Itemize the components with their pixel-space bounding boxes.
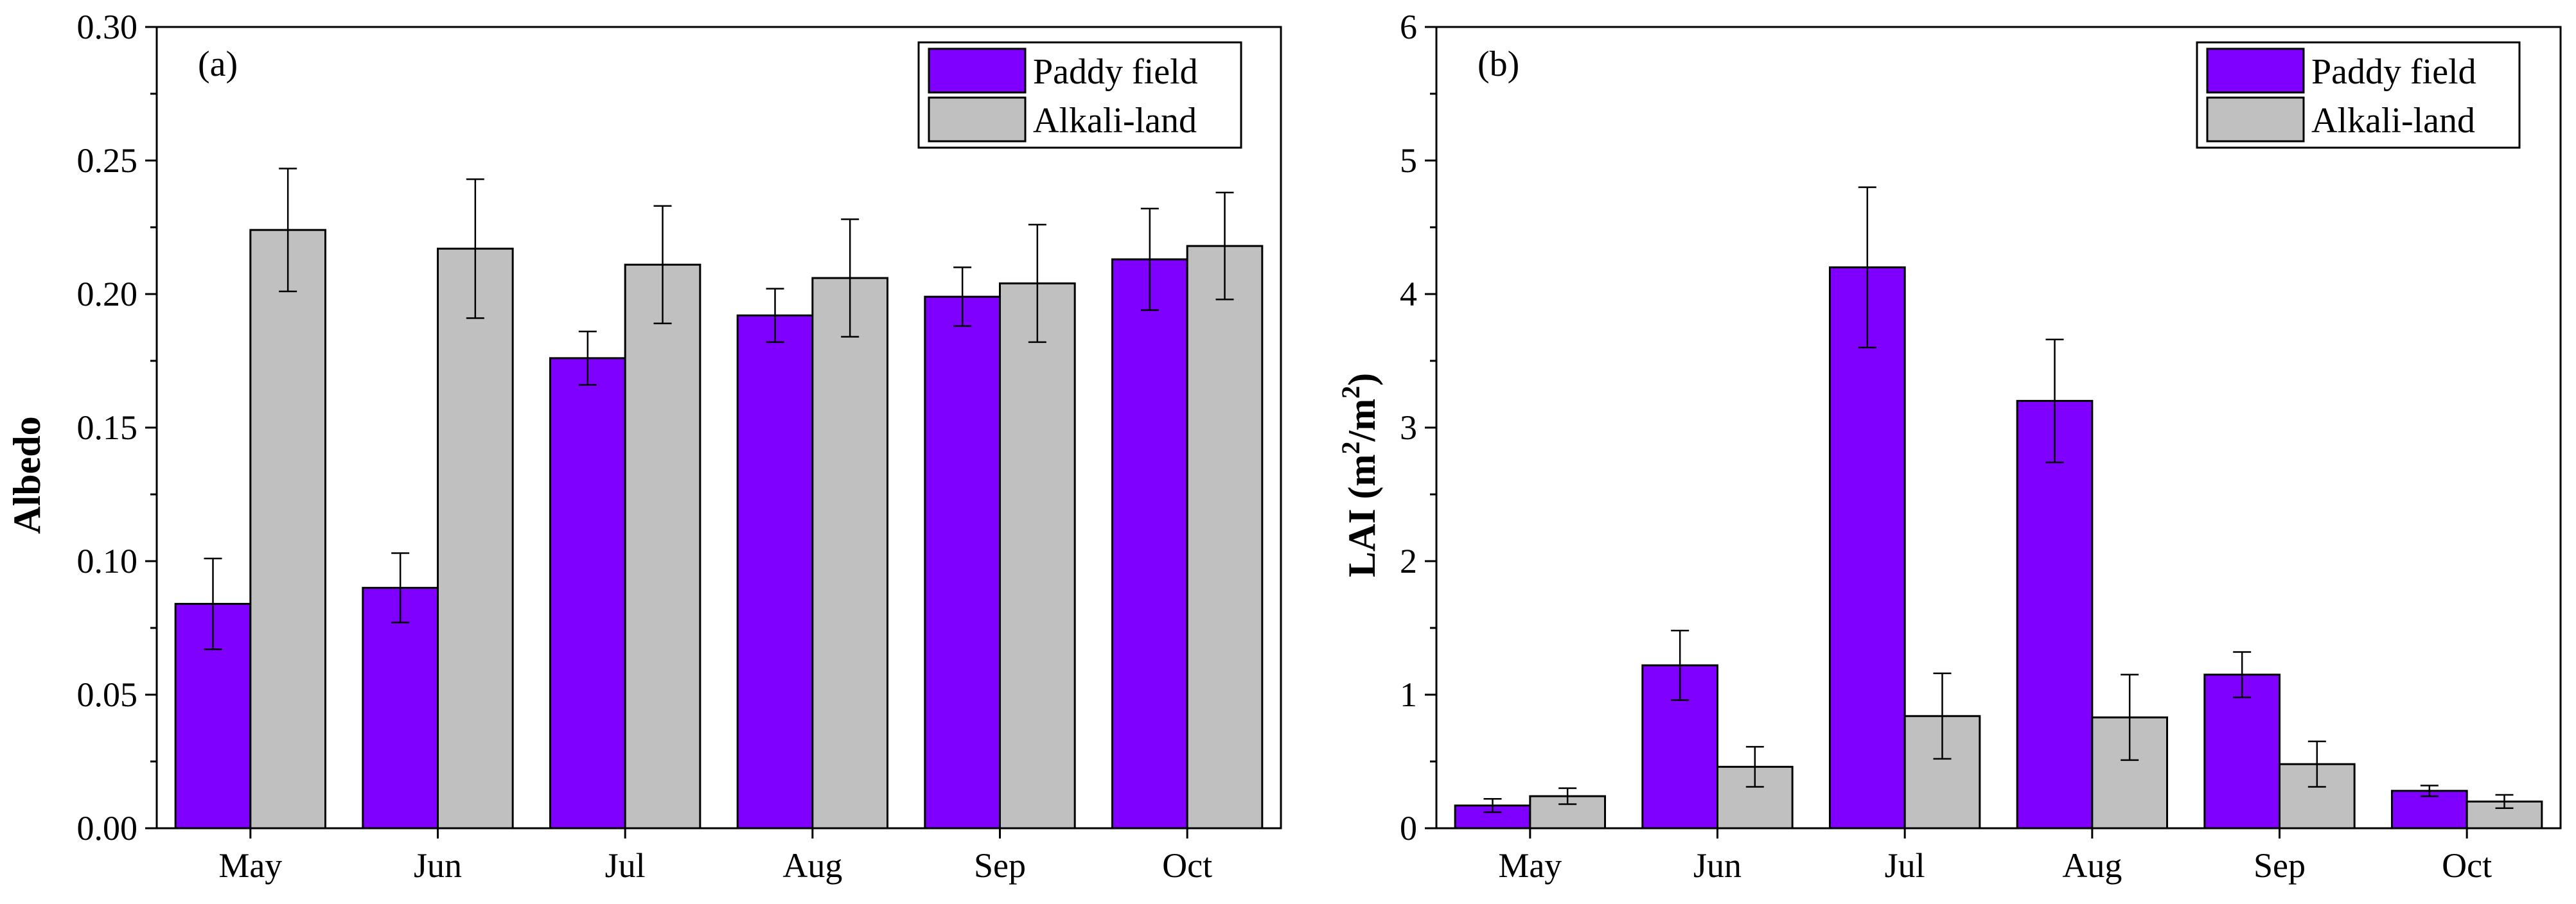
panel-a-errorbar-alkali-jun — [466, 178, 484, 319]
panel-a-bar-alkali-aug — [811, 277, 889, 830]
panel-a-x-tick-label: Jun — [414, 846, 462, 885]
panel-a-bar-paddy-jun — [362, 587, 439, 830]
panel-a-errorbar-alkali-jul — [653, 205, 672, 325]
panel-b-errorbar-paddy-jun — [1671, 629, 1689, 701]
panel-b-x-tick-label: Jul — [1885, 846, 1925, 885]
panel-b-y-tick-label: 0 — [1400, 809, 1417, 848]
panel-b-label: (b) — [1478, 44, 1519, 84]
panel-b-y-tick-label: 6 — [1400, 8, 1417, 46]
panel-b-bar-paddy-jun — [1641, 664, 1718, 830]
panel-b-errorbar-alkali-sep — [2307, 740, 2326, 788]
panel-a-y-tick-label: 0.25 — [77, 141, 138, 180]
panel-a-y-tick-label: 0.00 — [77, 809, 138, 848]
panel-a-x-tick-label: Jul — [605, 846, 646, 885]
panel-a-errorbar-paddy-may — [204, 557, 222, 650]
panel-a-errorbar-paddy-jun — [391, 552, 410, 623]
panel-b-legend-label-paddy: Paddy field — [2311, 52, 2476, 92]
panel-a-label: (a) — [198, 44, 238, 84]
panel-a-x-tick-label: Sep — [974, 846, 1026, 885]
panel-a-bar-paddy-aug — [736, 314, 814, 830]
panel-b-y-axis-title: LAI (m2/m2) — [1336, 373, 1383, 577]
panel-b-x-tick-label: Oct — [2442, 846, 2492, 885]
panel-a-x-tick-label: May — [218, 846, 282, 885]
panel-a-errorbar-paddy-oct — [1140, 207, 1159, 311]
panel-b-errorbar-paddy-sep — [2233, 651, 2252, 699]
panel-a-y-tick-label: 0.30 — [77, 8, 138, 46]
panel-a-errorbar-alkali-aug — [841, 218, 860, 338]
panel-b-bars — [1454, 266, 2543, 830]
panel-b-errorbar-paddy-aug — [2045, 338, 2064, 464]
panel-b-y-tick-label: 2 — [1400, 542, 1417, 580]
panel-a-bar-alkali-may — [249, 229, 327, 830]
panel-a-errorbar-alkali-sep — [1028, 223, 1046, 343]
panel-a-bar-paddy-oct — [1111, 258, 1188, 830]
panel-b-errorbar-alkali-may — [1558, 787, 1577, 805]
panel-a-y-tick-label: 0.15 — [77, 408, 138, 447]
panel-a-bar-alkali-jun — [437, 247, 514, 830]
panel-b-bar-paddy-jul — [1829, 266, 1906, 830]
panel-a-x-ticks: May Jun Jul Aug Sep Oct — [218, 828, 1212, 885]
panel-a-bars — [174, 229, 1264, 830]
panel-a-x-tick-label: Aug — [782, 846, 842, 885]
panel-b-legend-swatch-alkali — [2206, 96, 2305, 143]
panel-b-legend-label-alkali: Alkali-land — [2311, 101, 2475, 141]
panel-b-bar-paddy-aug — [2016, 399, 2094, 830]
panel-b-x-tick-label: Sep — [2254, 846, 2306, 885]
panel-b-legend-swatch-paddy — [2206, 48, 2305, 94]
panel-a-legend-label-paddy: Paddy field — [1033, 52, 1198, 92]
panel-a-bar-alkali-jul — [624, 263, 701, 830]
panel-a-bar-paddy-jul — [549, 357, 626, 830]
panel-b-legend: Paddy field Alkali-land — [2196, 41, 2521, 149]
panel-b-x-tick-label: May — [1498, 846, 1562, 885]
panel-a-albedo: 0.00 0.05 0.10 0.15 0.20 0.25 0.30 May Jun Jul Au… — [6, 8, 1282, 885]
panel-b-y-ticks: 0 1 2 3 4 5 6 — [1400, 8, 1436, 848]
panel-a-x-tick-label: Oct — [1162, 846, 1212, 885]
panel-a-errorbar-paddy-jul — [578, 330, 597, 386]
panel-b-x-tick-label: Jun — [1693, 846, 1742, 885]
panel-b-errorbar-alkali-jul — [1933, 672, 1952, 760]
panel-a-error-bars — [204, 168, 1234, 650]
panel-a-y-tick-label: 0.20 — [77, 275, 138, 313]
panel-a-bar-alkali-oct — [1186, 245, 1264, 830]
panel-b-errorbar-paddy-oct — [2420, 785, 2439, 797]
panel-a-y-axis-title: Albedo — [6, 416, 48, 534]
panel-a-errorbar-paddy-aug — [766, 288, 784, 343]
panel-a-y-tick-label: 0.10 — [77, 542, 138, 580]
panel-a-legend-label-alkali: Alkali-land — [1033, 101, 1197, 141]
panel-a-errorbar-paddy-sep — [953, 266, 972, 327]
panel-b-y-tick-label: 5 — [1400, 141, 1417, 180]
panel-a-y-tick-label: 0.05 — [77, 675, 138, 714]
panel-a-legend: Paddy field Alkali-land — [917, 41, 1242, 149]
panel-a-bar-alkali-sep — [999, 282, 1076, 830]
panel-a-errorbar-alkali-may — [279, 168, 297, 293]
panel-b-x-ticks: May Jun Jul Aug Sep Oct — [1498, 828, 2492, 885]
panel-b-errorbar-alkali-oct — [2495, 794, 2514, 810]
panel-a-legend-swatch-alkali — [928, 96, 1027, 143]
panel-a-bar-paddy-sep — [924, 295, 1001, 830]
panel-b-y-tick-label: 3 — [1400, 408, 1417, 447]
panel-b-y-tick-label: 1 — [1400, 675, 1417, 714]
panel-b-errorbar-alkali-aug — [2121, 674, 2139, 761]
panel-b-lai: 0 1 2 3 4 5 6 May Jun Jul Aug Sep Oct (b) LAI (m2/m… — [1336, 8, 2562, 885]
panel-b-x-tick-label: Aug — [2062, 846, 2122, 885]
panel-a-y-ticks: 0.00 0.05 0.10 0.15 0.20 0.25 0.30 — [77, 8, 157, 848]
panel-b-errorbar-alkali-jun — [1745, 745, 1764, 788]
panel-a-legend-swatch-paddy — [928, 48, 1027, 94]
panel-b-errorbar-paddy-may — [1483, 797, 1502, 813]
panel-b-errorbar-paddy-jul — [1858, 186, 1876, 349]
panel-a-errorbar-alkali-oct — [1215, 191, 1234, 300]
panel-b-error-bars — [1483, 186, 2514, 813]
panel-b-y-tick-label: 4 — [1400, 275, 1417, 313]
